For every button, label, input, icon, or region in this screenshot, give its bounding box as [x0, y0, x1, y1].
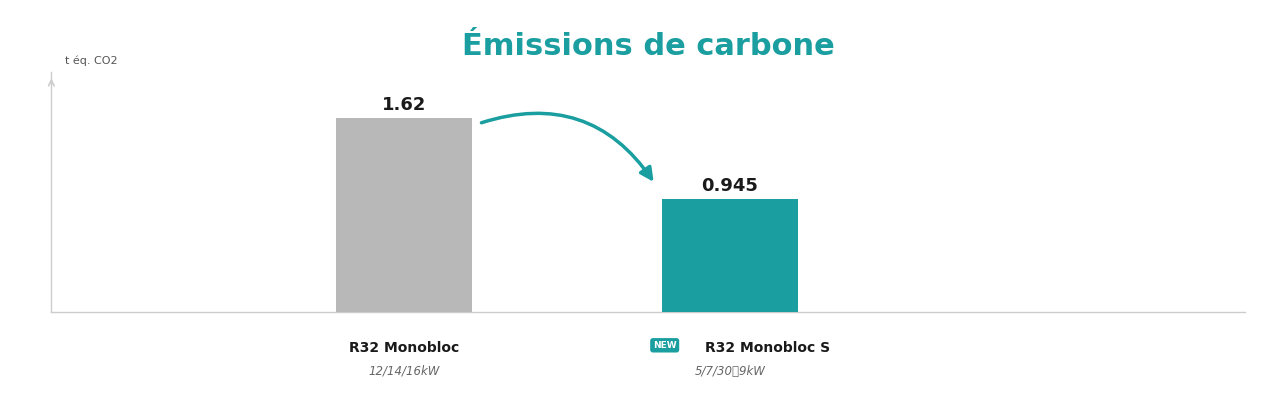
Text: R32 Monobloc: R32 Monobloc [349, 341, 460, 355]
Text: R32 Monobloc S: R32 Monobloc S [705, 341, 831, 355]
Text: 0.945: 0.945 [701, 177, 759, 195]
Text: NEW: NEW [652, 341, 677, 350]
Text: 5/7/309kW: 5/7/309kW [695, 365, 765, 378]
Text: 12/14/16kW: 12/14/16kW [369, 365, 440, 378]
Bar [663, 199, 797, 312]
Text: t éq. CO2: t éq. CO2 [65, 56, 118, 66]
Text: 1.62: 1.62 [381, 96, 426, 114]
Bar [336, 118, 473, 312]
Title: Émissions de carbone: Émissions de carbone [462, 32, 835, 61]
